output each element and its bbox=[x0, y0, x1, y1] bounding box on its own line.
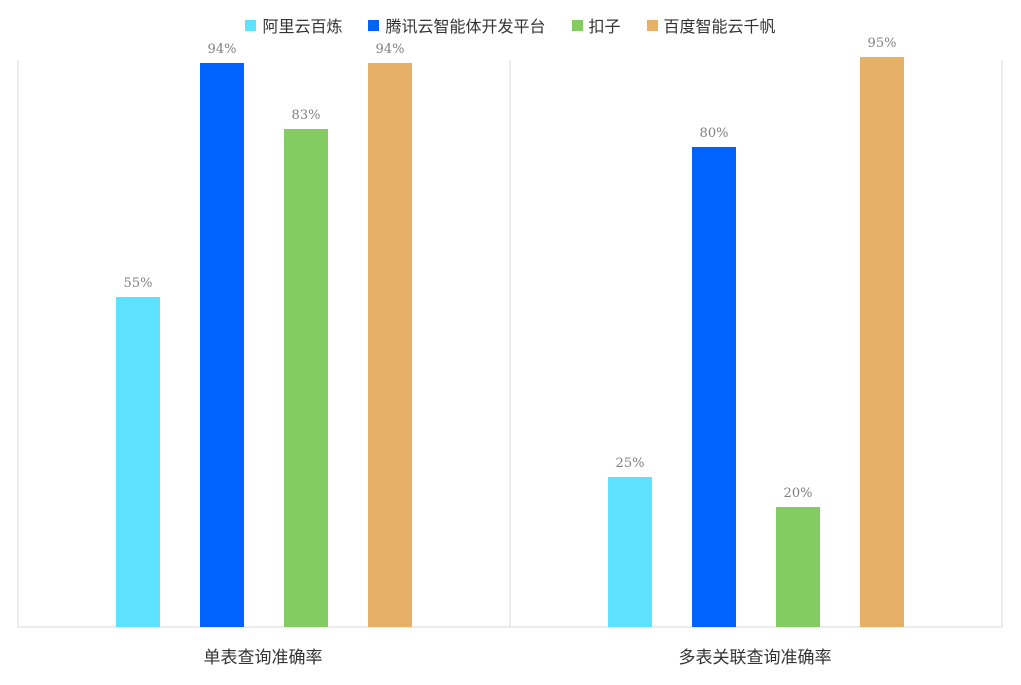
value-label-1-3: 95% bbox=[868, 36, 897, 51]
legend-label-tencent: 腾讯云智能体开发平台 bbox=[385, 17, 546, 36]
legend-item-aliyun: 阿里云百炼 bbox=[245, 13, 342, 37]
value-label-0-1: 94% bbox=[208, 42, 237, 57]
category-label-1: 多表关联查询准确率 bbox=[679, 648, 832, 668]
legend-swatch-aliyun bbox=[245, 19, 257, 31]
bar-0-1 bbox=[200, 63, 244, 627]
bar-1-1 bbox=[692, 147, 736, 627]
value-label-1-1: 80% bbox=[700, 126, 729, 141]
bar-1-0 bbox=[608, 477, 652, 627]
value-labels: 55% 94% 83% 94% 25% 80% 20% 95% bbox=[124, 36, 897, 501]
bar-0-3 bbox=[368, 63, 412, 627]
legend-swatch-coze bbox=[571, 19, 583, 31]
bar-1-2 bbox=[776, 507, 820, 627]
legend-swatch-baidu bbox=[646, 19, 658, 31]
bar-0-2 bbox=[284, 129, 328, 627]
legend-label-coze: 扣子 bbox=[588, 17, 621, 36]
category-labels: 单表查询准确率 多表关联查询准确率 bbox=[204, 648, 832, 668]
axes bbox=[17, 60, 1003, 628]
category-label-0: 单表查询准确率 bbox=[204, 648, 323, 668]
legend-swatch-tencent bbox=[368, 19, 380, 31]
legend-item-baidu: 百度智能云千帆 bbox=[646, 13, 776, 37]
value-label-0-0: 55% bbox=[124, 276, 153, 291]
value-label-0-2: 83% bbox=[292, 108, 321, 123]
value-label-1-2: 20% bbox=[784, 486, 813, 501]
legend-label-baidu: 百度智能云千帆 bbox=[663, 17, 776, 36]
legend-item-tencent: 腾讯云智能体开发平台 bbox=[368, 13, 546, 37]
value-label-1-0: 25% bbox=[616, 456, 645, 471]
legend-item-coze: 扣子 bbox=[571, 13, 621, 37]
legend: 阿里云百炼 腾讯云智能体开发平台 扣子 百度智能云千帆 bbox=[0, 12, 1021, 38]
legend-label-aliyun: 阿里云百炼 bbox=[262, 17, 343, 36]
bar-0-0 bbox=[116, 297, 160, 627]
value-label-0-3: 94% bbox=[376, 42, 405, 57]
bar-1-3 bbox=[860, 57, 904, 627]
bars bbox=[116, 57, 904, 627]
